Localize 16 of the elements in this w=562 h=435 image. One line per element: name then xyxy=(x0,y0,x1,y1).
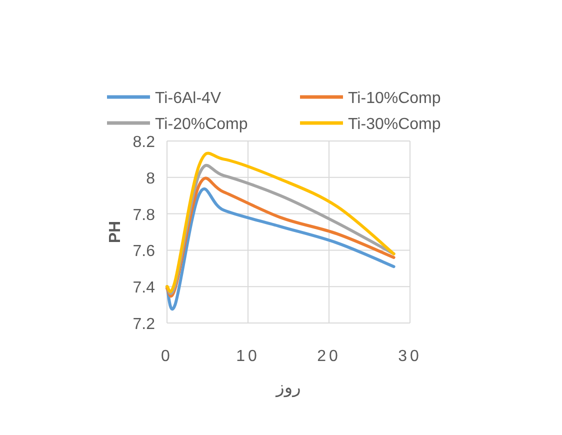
x-tick-label: 20 xyxy=(317,348,341,365)
x-tick-label: 0 xyxy=(161,348,173,365)
y-axis-title: PH xyxy=(107,220,124,244)
y-tick-label: 8.2 xyxy=(132,134,156,151)
x-axis-title: روز xyxy=(275,378,301,398)
x-tick-label: 10 xyxy=(236,348,260,365)
y-tick-label: 7.4 xyxy=(132,280,156,297)
y-tick-label: 8 xyxy=(146,170,156,188)
legend-label: Ti-6Al-4V xyxy=(155,90,222,107)
legend-label: Ti-30%Comp xyxy=(348,116,441,133)
legend-label: Ti-20%Comp xyxy=(155,116,248,133)
y-tick-label: 7.8 xyxy=(132,206,156,224)
y-tick-label: 7.6 xyxy=(132,243,156,260)
y-tick-label: 7.2 xyxy=(132,316,156,333)
legend-label: Ti-10%Comp xyxy=(348,90,441,107)
x-tick-label: 30 xyxy=(398,348,422,365)
